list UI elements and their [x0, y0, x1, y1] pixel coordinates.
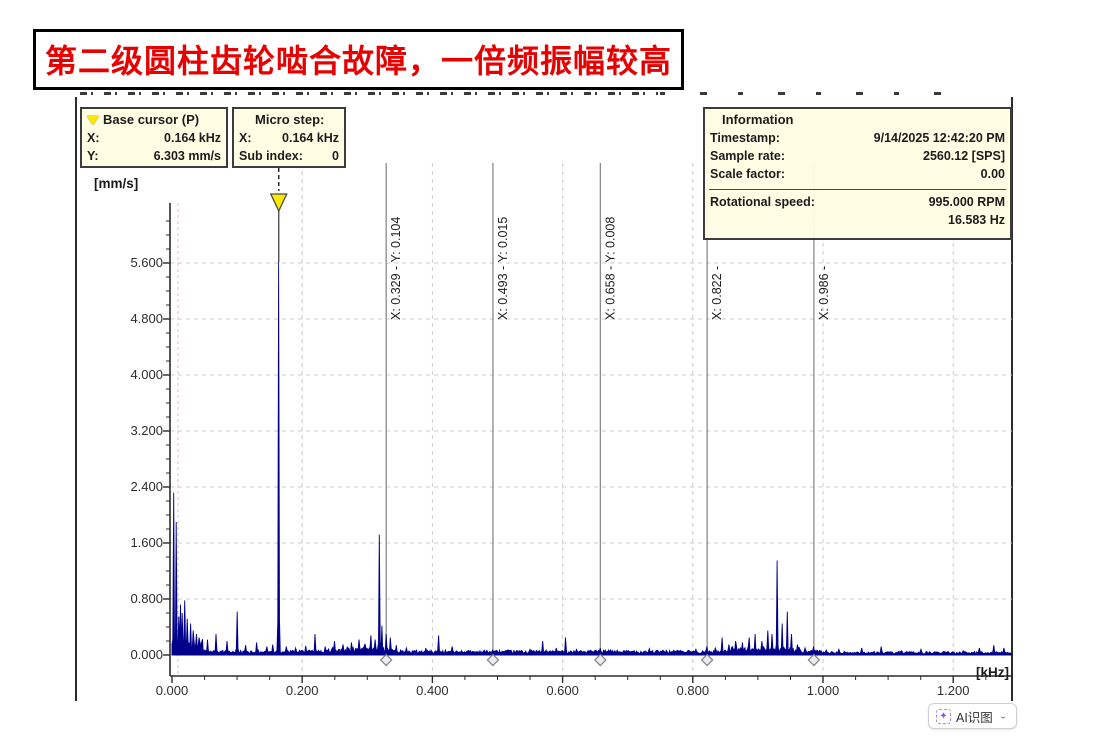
- x-axis-unit-label: [kHz]: [976, 665, 1009, 680]
- harmonic-diamond-marker: [379, 653, 393, 667]
- spectrum-plot: X: 0.329 - Y: 0.104 X: 0.493 - Y: 0.015 X:…: [163, 163, 1012, 683]
- ai-button-label: AI识图: [956, 710, 993, 725]
- base-cursor-y-value: 6.303 mm/s: [153, 149, 221, 163]
- chart-frame-right: [1011, 97, 1013, 701]
- harmonic-diamond-marker: [807, 653, 821, 667]
- sparkle-icon: ✦: [936, 708, 951, 724]
- information-panel: Information Timestamp: 9/14/2025 12:42:2…: [703, 107, 1012, 240]
- base-cursor-title: Base cursor (P): [103, 112, 200, 127]
- clipped-title-text-2: [660, 92, 950, 95]
- y-tick-label: 2.400: [130, 479, 163, 494]
- base-cursor-marker[interactable]: [269, 193, 288, 263]
- spectrum-trace: [171, 262, 1012, 656]
- micro-step-x-label: X:: [239, 131, 252, 145]
- svg-text:X: 0.329 - Y: 0.104: X: 0.329 - Y: 0.104: [389, 217, 403, 320]
- base-cursor-x-label: X:: [87, 131, 100, 145]
- base-cursor-y-label: Y:: [87, 149, 99, 163]
- information-title: Information: [722, 112, 794, 127]
- sample-rate-label: Sample rate:: [710, 149, 786, 163]
- x-tick-label: 0.400: [416, 683, 449, 698]
- svg-text:X: 0.658 - Y: 0.008: X: 0.658 - Y: 0.008: [603, 217, 617, 320]
- x-tick-label: 1.200: [936, 683, 970, 698]
- ai-recognize-button[interactable]: ✦ AI识图 ⌄: [928, 703, 1018, 729]
- micro-step-info-box[interactable]: Micro step: X: 0.164 kHz Sub index: 0: [232, 107, 346, 168]
- y-tick-label: 4.000: [130, 367, 163, 382]
- scale-factor-value: 0.00: [980, 167, 1005, 181]
- scale-factor-label: Scale factor:: [710, 167, 786, 181]
- harmonic-diamond-marker: [486, 653, 500, 667]
- y-tick-label: 1.600: [130, 535, 163, 550]
- y-axis-unit-label: [mm/s]: [94, 176, 139, 191]
- y-tick-label: 0.000: [130, 647, 163, 662]
- information-divider: [709, 189, 1006, 190]
- rotational-speed-rpm-value: 995.000 RPM: [928, 195, 1005, 209]
- base-cursor-x-value: 0.164 kHz: [164, 131, 221, 145]
- x-tick-label: 0.800: [676, 683, 710, 698]
- harmonic-diamond-marker: [700, 653, 714, 667]
- y-tick-label: 3.200: [130, 423, 163, 438]
- x-tick-label: 0.000: [155, 683, 189, 698]
- y-tick-label: 5.600: [130, 255, 163, 270]
- clipped-title-text: [80, 92, 658, 95]
- micro-step-x-value: 0.164 kHz: [282, 131, 339, 145]
- micro-step-subindex-value: 0: [332, 149, 339, 163]
- micro-step-triangle-icon: [238, 114, 252, 125]
- svg-text:X: 0.493 - Y: 0.015: X: 0.493 - Y: 0.015: [496, 217, 510, 320]
- chart-frame-left: [75, 97, 77, 701]
- rotational-speed-hz-value: 16.583 Hz: [948, 213, 1005, 227]
- svg-text:X: 0.986 -: X: 0.986 -: [817, 266, 831, 320]
- base-cursor-info-box[interactable]: Base cursor (P) X: 0.164 kHz Y: 6.303 mm…: [80, 107, 228, 168]
- micro-step-subindex-label: Sub index:: [239, 149, 303, 163]
- x-tick-label: 1.000: [806, 683, 840, 698]
- chevron-down-icon: ⌄: [998, 711, 1008, 721]
- base-cursor-triangle-icon: [87, 115, 99, 125]
- timestamp-label: Timestamp:: [710, 131, 780, 145]
- svg-text:X: 0.822 -: X: 0.822 -: [710, 266, 724, 320]
- y-tick-label: 4.800: [130, 311, 163, 326]
- rotational-speed-label: Rotational speed:: [710, 195, 815, 209]
- harmonic-diamond-marker: [594, 653, 607, 667]
- x-tick-label: 0.200: [285, 683, 319, 698]
- timestamp-value: 9/14/2025 12:42:20 PM: [873, 131, 1005, 145]
- x-tick-label: 0.600: [546, 683, 579, 698]
- fault-annotation-banner: 第二级圆柱齿轮啮合故障，一倍频振幅较高: [33, 29, 685, 90]
- sample-rate-value: 2560.12 [SPS]: [923, 149, 1005, 163]
- y-tick-label: 0.800: [130, 591, 163, 606]
- micro-step-title: Micro step:: [255, 112, 325, 127]
